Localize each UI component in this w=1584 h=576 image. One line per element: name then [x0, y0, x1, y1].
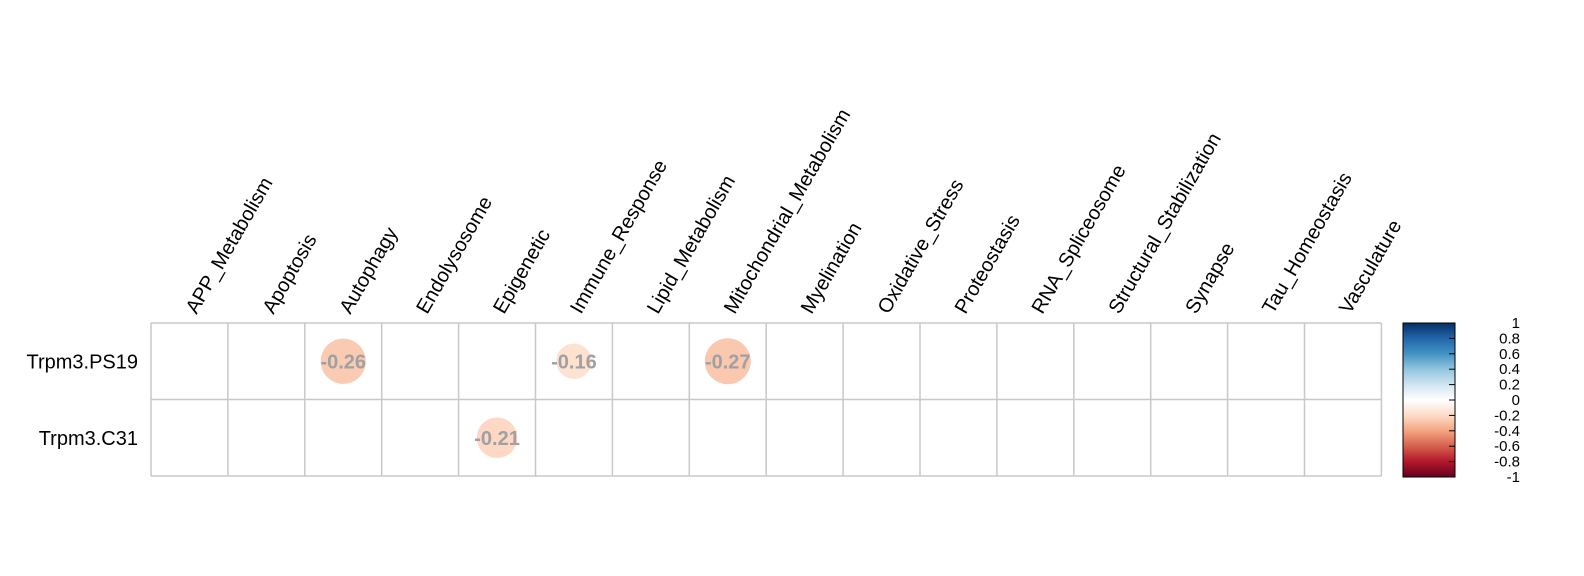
row-label: Trpm3.PS19: [26, 351, 138, 373]
correlation-circle: [556, 343, 592, 379]
colorbar-tick-label: -0.2: [1494, 407, 1520, 424]
column-label: APP_Metabolism: [182, 174, 278, 318]
column-label: Myelination: [797, 219, 867, 318]
colorbar-tick-label: -0.6: [1494, 438, 1520, 455]
correlation-circle: [320, 338, 366, 384]
colorbar: 10.80.60.40.20-0.2-0.4-0.6-0.8-1: [1402, 315, 1520, 486]
column-label: Apoptosis: [259, 230, 322, 317]
column-label: Synapse: [1181, 239, 1239, 317]
correlation-value-label: -0.16: [551, 351, 597, 373]
colorbar-tick-label: -0.8: [1494, 454, 1520, 471]
colorbar-tick-label: -1: [1507, 469, 1520, 486]
correlation-circle: [476, 417, 518, 459]
colorbar-tick-label: 0.8: [1499, 330, 1520, 347]
correlation-value-label: -0.21: [474, 428, 520, 450]
column-label: Proteostasis: [951, 211, 1025, 317]
correlation-value-label: -0.26: [320, 351, 366, 373]
colorbar-gradient: [1402, 322, 1456, 478]
row-label: Trpm3.C31: [39, 428, 138, 450]
column-label: Mitochondrial_Metabolism: [720, 105, 855, 317]
colorbar-tick-label: 0: [1512, 392, 1520, 409]
correlation-circle: [704, 338, 751, 385]
colorbar-tick-label: 0.2: [1499, 377, 1520, 394]
correlation-value-label: -0.27: [705, 351, 751, 373]
column-label: Oxidative_Stress: [874, 176, 969, 318]
column-label: Vasculature: [1335, 216, 1406, 317]
row-labels: Trpm3.PS19 Trpm3.C31: [26, 351, 138, 450]
correlation-values: -0.26 -0.16 -0.27 -0.21: [320, 351, 750, 450]
grid: [150, 322, 1383, 477]
colorbar-tick-label: 0.4: [1499, 361, 1520, 378]
colorbar-tick-label: 1: [1512, 315, 1520, 332]
colorbar-tick-label: 0.6: [1499, 346, 1520, 363]
colorbar-tick-label: -0.4: [1494, 423, 1520, 440]
correlation-circles: [320, 338, 751, 459]
column-label: Epigenetic: [489, 226, 555, 318]
column-label: Autophagy: [336, 224, 403, 318]
column-label: Endolysosome: [412, 193, 497, 318]
